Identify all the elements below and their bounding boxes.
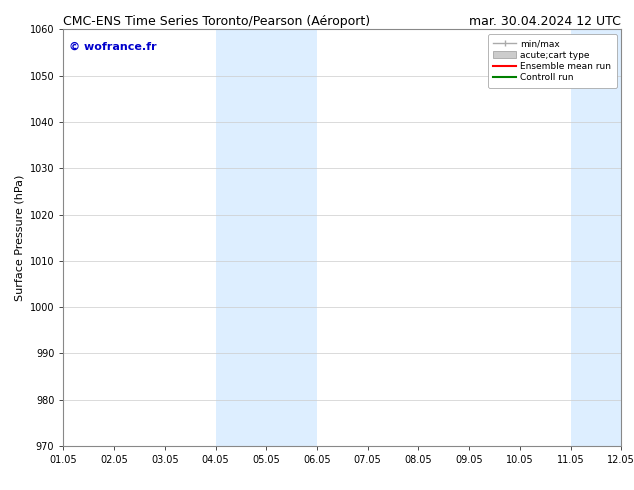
Legend: min/max, acute;cart type, Ensemble mean run, Controll run: min/max, acute;cart type, Ensemble mean … [488,34,617,88]
Text: © wofrance.fr: © wofrance.fr [69,42,157,52]
Text: CMC-ENS Time Series Toronto/Pearson (Aéroport): CMC-ENS Time Series Toronto/Pearson (Aér… [63,15,370,28]
Bar [571,29,634,446]
Text: mar. 30.04.2024 12 UTC: mar. 30.04.2024 12 UTC [469,15,621,28]
Y-axis label: Surface Pressure (hPa): Surface Pressure (hPa) [14,174,24,301]
Bar [216,29,317,446]
